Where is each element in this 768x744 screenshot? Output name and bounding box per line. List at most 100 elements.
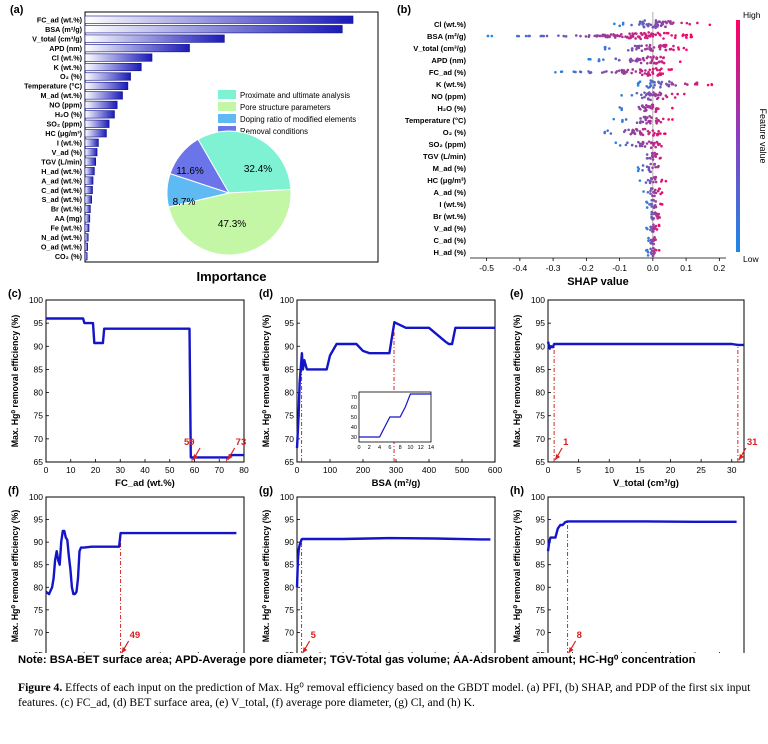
shap-dot [609,33,613,36]
shap-dot [589,71,593,74]
shap-dot [539,34,543,38]
shap-dot [648,156,652,160]
shap-dot [653,227,657,230]
shap-dot [648,68,652,72]
importance-bar [84,233,89,242]
annotation-arrowhead [555,454,561,460]
shap-dot [631,34,635,38]
shap-dot [645,122,648,125]
threshold-annotation: 73 [236,437,247,448]
shap-dot [645,153,649,156]
shap-dot [612,34,616,37]
shap-dot [649,162,653,166]
shap-dot [671,118,674,121]
shap-dot [653,141,656,145]
shap-dot [650,210,654,214]
feature-label: CO₂ (%) [55,252,83,261]
shap-feature-label: A_ad (%) [434,188,467,197]
shap-dot [643,91,646,94]
shap-dot [646,250,650,254]
shap-dot [660,191,664,194]
annotation-arrowhead [738,454,744,460]
shap-dot [710,83,714,87]
shap-dot [655,212,659,216]
shap-dot [645,200,648,204]
importance-bar [84,186,93,195]
importance-bar [84,129,107,138]
inset-ytick-label: 30 [351,435,357,441]
shap-dot [639,120,642,124]
shap-dot [664,25,667,28]
shap-dot [649,98,652,102]
shap-dot [662,37,665,40]
shap-dot [616,34,620,38]
importance-bar [84,148,98,157]
shap-dot [627,128,630,132]
shap-dot [626,141,629,144]
shap-dot [686,83,689,86]
shap-dot [647,97,650,101]
importance-bar [84,119,110,128]
shap-dot [659,120,663,124]
shap-dot [641,133,645,137]
shap-dot [651,242,655,246]
pdp-xtick-label: 25 [696,465,706,475]
shap-dot [654,145,657,149]
pie-legend-label: Proximate and ultimate analysis [240,91,350,100]
pdp-ytick-label: 75 [285,411,295,421]
pdp-curve [546,341,744,350]
shap-dot [650,177,654,181]
shap-dot [643,145,647,148]
shap-dot [654,175,658,179]
shap-dot [672,48,675,52]
shap-dot [628,32,631,35]
shap-dot [657,107,660,111]
pdp-ytick-label: 75 [34,411,44,421]
shap-tick-label: -0.3 [546,263,561,273]
importance-bar [84,195,92,204]
feature-label: SO₂ (ppm) [46,120,82,129]
pie-legend-swatch [218,90,236,99]
feature-label: Br (wt.%) [51,205,83,214]
shap-dot [640,131,643,135]
importance-bar [84,138,99,147]
figure-caption: Figure 4. Effects of each input on the p… [18,680,758,710]
threshold-annotation: 1 [563,437,569,448]
shap-dot [648,43,652,47]
shap-dot [645,62,649,65]
shap-dot [643,36,647,39]
pdp-frame [45,496,245,653]
pdp-ytick-label: 90 [34,537,44,547]
shap-dot [706,83,710,87]
shap-dot [608,47,611,50]
pdp-curve [295,536,491,588]
shap-dot [653,83,656,87]
shap-dot [678,60,682,63]
shap-dot [644,69,647,72]
shap-dot [683,82,687,86]
shap-dot [621,69,624,73]
pdp-ylabel: Max. Hg⁰ removal efficiency (%) [512,510,522,643]
pdp-ytick-label: 65 [34,650,44,653]
shap-dot [643,127,647,131]
pie-slice-label: 47.3% [218,219,246,230]
importance-bar [84,63,142,72]
threshold-annotation: 31 [747,437,758,448]
shap-dot [653,248,657,252]
feature-label: A_ad (wt.%) [41,176,82,185]
shap-dot [618,106,622,109]
shap-dot [621,21,625,25]
pdp-xtick-label: 0 [44,465,49,475]
shap-dot [650,151,654,155]
pdp-xtick-label: 20 [666,465,676,475]
pdp-xlabel: BSA (m²/g) [372,478,421,489]
shap-dot [646,74,650,77]
shap-dot [661,72,665,75]
shap-dot [635,121,639,125]
shap-dot [614,57,618,60]
shap-dot [647,239,650,243]
shap-dot [640,93,643,97]
pdp-panel-label: (d) [259,288,273,300]
feature-importance-chart: FC_ad (wt.%)BSA (m²/g)V_total (cm³/g)APD… [24,11,379,284]
pdp-ytick-label: 95 [34,515,44,525]
